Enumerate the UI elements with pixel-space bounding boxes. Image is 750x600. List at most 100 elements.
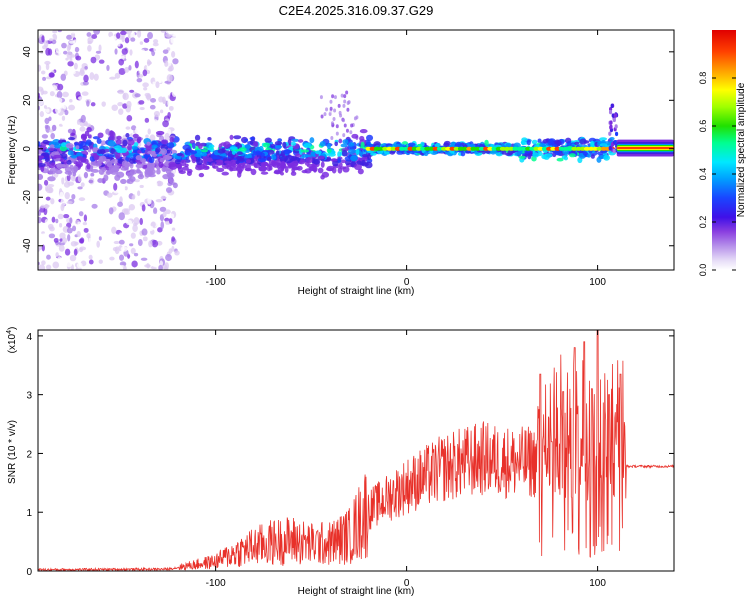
spectrogram-cell <box>58 244 65 252</box>
spectrogram-cell <box>156 180 162 187</box>
spectrogram-cell <box>113 145 122 151</box>
spectrogram-cell <box>174 159 181 165</box>
spectrogram-cell <box>165 187 173 193</box>
spectrogram-cell <box>47 147 55 152</box>
spectrogram-cell <box>133 252 139 257</box>
spectrogram-cell <box>348 142 355 147</box>
spectrogram-cell <box>150 97 157 103</box>
spectrogram-cell <box>149 134 156 143</box>
spectrogram-cell <box>115 139 123 145</box>
snr-series-line <box>38 330 674 571</box>
spectrogram-cell <box>77 60 85 65</box>
spectrogram-cell <box>614 131 619 137</box>
spectrogram-cell <box>242 164 247 169</box>
spectrogram-cell <box>41 119 45 128</box>
spectrogram-cell <box>85 139 92 145</box>
spectrogram-cell <box>273 169 281 174</box>
spectrogram-cell <box>420 146 427 151</box>
spectrogram-cell <box>119 254 125 261</box>
spectrogram-cell <box>599 143 608 147</box>
spectrogram-cell <box>64 248 71 256</box>
spectrogram-cell <box>357 168 364 175</box>
spectrogram-cell <box>244 167 252 172</box>
spectrogram-cell <box>78 197 86 202</box>
spectrogram-cell <box>50 162 56 166</box>
spectrogram-cell <box>157 227 163 233</box>
spectrogram-cell <box>108 165 117 172</box>
spectrogram-cell <box>135 155 143 161</box>
spectrogram-cell <box>79 122 86 127</box>
spectrogram-cell <box>142 69 148 77</box>
x-tick-label: -100 <box>206 578 226 589</box>
spectrogram-cell <box>98 236 102 241</box>
spectrogram-cell <box>147 197 152 205</box>
spectrogram-cell <box>548 138 554 144</box>
spectrogram-cell <box>610 103 614 109</box>
spectrogram-cell <box>53 237 59 243</box>
y-tick-label: -20 <box>22 190 33 205</box>
spectrogram-cell <box>97 178 104 184</box>
spectrogram-cell <box>597 151 604 156</box>
spectrogram-cell <box>70 154 77 159</box>
spectrogram-cell <box>276 162 281 169</box>
spectrogram-cell <box>38 173 44 181</box>
spectrogram-cell <box>124 186 128 191</box>
spectrogram-cell <box>144 117 150 123</box>
spectrogram-cell <box>158 161 164 168</box>
spectrogram-cell <box>43 179 49 186</box>
spectrogram-cell <box>320 161 325 168</box>
spectrogram-cell <box>443 142 450 148</box>
spectrogram-cell <box>382 146 389 151</box>
snr-frame <box>37 329 675 572</box>
spectrogram-cell <box>66 34 73 40</box>
spectrogram-cell <box>174 250 180 256</box>
spectrogram-cell <box>609 120 613 125</box>
spectrogram-cell <box>171 236 175 242</box>
spectrogram-cell <box>590 140 595 147</box>
spectrogram-cell <box>529 146 536 151</box>
spectrogram-cell <box>186 171 192 176</box>
spectrogram-cell <box>109 66 116 70</box>
spectrogram-cell <box>73 62 78 70</box>
spectrogram-cell <box>462 146 469 151</box>
spectrogram-cell <box>174 101 179 106</box>
scale-suffix: ) <box>7 327 18 330</box>
spectrogram-cell <box>142 236 148 242</box>
spectrogram-cell <box>550 146 557 151</box>
spectrogram-cell <box>155 199 163 203</box>
spectrogram-cell <box>144 92 151 97</box>
spectrogram-cell <box>165 253 172 262</box>
spectrogram-cell <box>92 136 100 140</box>
spectrogram-cell <box>93 30 101 35</box>
spectrogram-cell <box>50 198 55 205</box>
spectrogram-cell <box>268 166 273 171</box>
spectrogram-cell <box>428 146 435 151</box>
spectrogram-cell <box>312 166 318 172</box>
spectrogram-cell <box>349 130 353 135</box>
spectrogram-cell <box>501 150 507 155</box>
spectrogram-cell <box>157 189 164 196</box>
spectrogram-cell <box>155 147 161 153</box>
colorbar-tick-label: 0.2 <box>698 216 708 229</box>
spectrogram-cell <box>152 81 156 85</box>
spectrogram-cell <box>69 217 73 224</box>
spectrogram-cell <box>93 73 99 81</box>
spectrogram-cell <box>82 81 89 86</box>
spectrogram-heatmap <box>38 30 674 270</box>
spectrogram-cell <box>44 81 49 86</box>
spectrogram-cell <box>38 216 42 224</box>
spectrogram-cell <box>66 227 73 234</box>
spectrogram-cell <box>75 224 81 230</box>
spectrogram-cell <box>167 99 171 107</box>
spectrogram-cell <box>109 35 117 41</box>
spectrogram-cell <box>120 178 127 184</box>
spectrogram-cell <box>168 161 177 168</box>
spectrogram-cell <box>92 86 99 93</box>
spectrogram-cell <box>45 264 52 270</box>
spectrogram-cell <box>54 113 59 118</box>
spectrogram-cell <box>117 102 124 107</box>
spectrogram-cell <box>38 245 43 251</box>
spectrogram-cell <box>152 42 159 47</box>
spectrogram-cell <box>109 256 115 261</box>
